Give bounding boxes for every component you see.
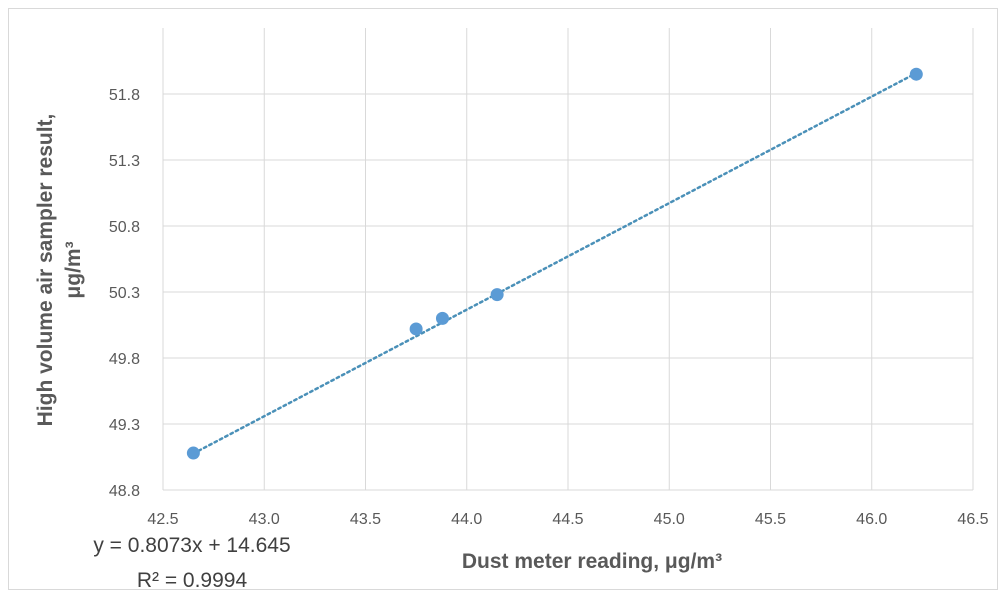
y-tick-label: 49.3 — [109, 417, 140, 434]
x-tick-label: 44.5 — [552, 511, 583, 528]
y-axis-title-line-1: High volume air sampler result, — [34, 114, 57, 427]
y-axis-title: High volume air sampler result, μg/m³ — [34, 114, 85, 427]
grid-lines — [162, 28, 974, 491]
x-tick-label: 43.5 — [350, 511, 381, 528]
r-squared-label: R² = 0.9994 — [137, 569, 248, 592]
chart-frame — [8, 8, 998, 590]
y-tick-label: 51.3 — [109, 153, 140, 170]
data-point — [490, 288, 504, 302]
y-tick-label: 50.3 — [109, 285, 140, 302]
x-tick-label: 46.5 — [957, 511, 988, 528]
y-tick-label: 48.8 — [109, 483, 140, 500]
trendline — [192, 71, 918, 455]
data-point — [909, 67, 923, 81]
x-tick-label: 42.5 — [147, 511, 178, 528]
x-tick-label: 46.0 — [856, 511, 887, 528]
data-points — [186, 67, 923, 460]
y-tick-label: 50.8 — [109, 219, 140, 236]
x-tick-label: 45.0 — [654, 511, 685, 528]
y-tick-labels: 48.8 49.3 49.8 50.3 50.8 51.3 51.8 — [109, 87, 140, 500]
x-tick-labels: 42.5 43.0 43.5 44.0 44.5 45.0 45.5 46.0 46.5 — [147, 511, 988, 528]
x-axis-title: Dust meter reading, μg/m³ — [462, 550, 722, 573]
trendline-layer — [192, 71, 918, 455]
y-axis-title-line-2: μg/m³ — [62, 241, 85, 298]
data-point — [186, 446, 200, 460]
y-tick-label: 49.8 — [109, 351, 140, 368]
data-point — [409, 322, 423, 336]
y-tick-label: 51.8 — [109, 87, 140, 104]
x-tick-label: 43.0 — [249, 511, 280, 528]
x-tick-label: 44.0 — [451, 511, 482, 528]
x-tick-label: 45.5 — [755, 511, 786, 528]
trendline-equation: y = 0.8073x + 14.645 — [93, 534, 290, 557]
data-point — [435, 311, 449, 325]
